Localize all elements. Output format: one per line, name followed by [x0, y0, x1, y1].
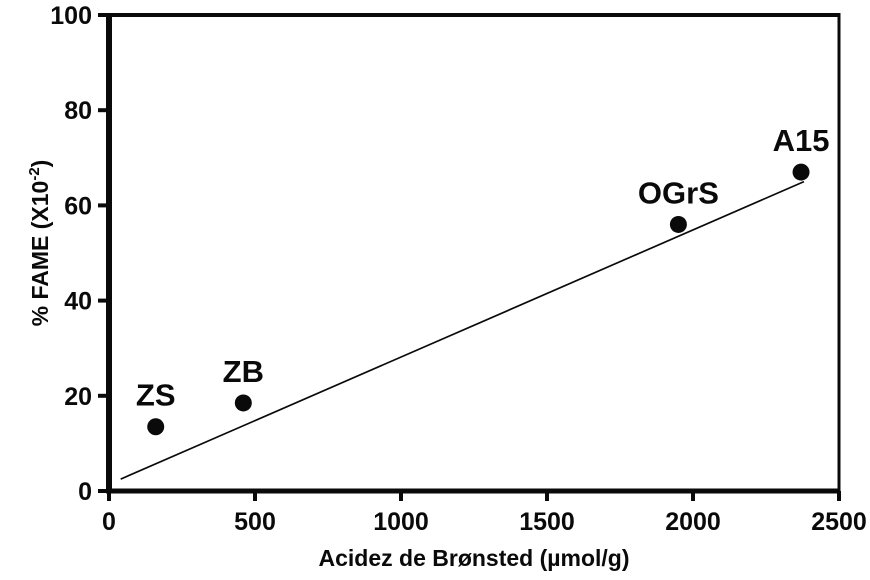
x-tick-label: 2000 [665, 508, 721, 536]
trend-line [120, 180, 805, 480]
y-axis-title: % FAME (X10-2) [26, 160, 53, 327]
data-point-ogrs [669, 215, 687, 233]
point-label-ogrs: OGrS [638, 175, 719, 210]
y-tick-label: 0 [78, 478, 92, 506]
y-tick-label: 80 [64, 97, 92, 125]
x-axis-title: Acidez de Brønsted (µmol/g) [319, 545, 630, 571]
x-tick-label: 1000 [373, 508, 429, 536]
point-label-zb: ZB [223, 354, 264, 389]
x-tick-label: 0 [102, 508, 116, 536]
data-point-a15 [792, 163, 810, 181]
x-tick-label: 500 [234, 508, 276, 536]
point-label-a15: A15 [773, 123, 830, 158]
point-label-zs: ZS [136, 378, 176, 413]
y-tick-label: 40 [64, 288, 92, 316]
x-tick-label: 2500 [811, 508, 867, 536]
y-tick-label: 20 [64, 383, 92, 411]
x-tick-label: 1500 [519, 508, 575, 536]
data-point-zb [234, 394, 252, 412]
y-tick-label: 100 [50, 2, 92, 30]
y-tick-label: 60 [64, 192, 92, 220]
data-point-zs [147, 418, 165, 436]
